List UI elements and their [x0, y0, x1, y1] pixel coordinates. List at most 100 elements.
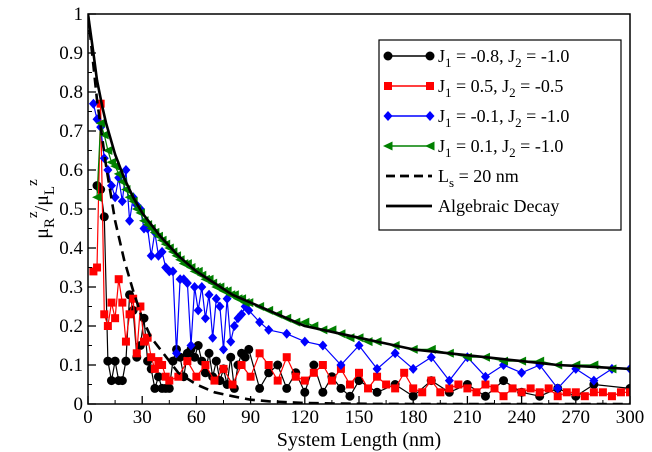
data-point [210, 376, 219, 385]
data-point [107, 298, 116, 307]
data-point [409, 384, 418, 393]
data-point [88, 98, 98, 109]
y-axis-title-sup2: z [25, 179, 41, 186]
x-tick-label: 60 [187, 407, 206, 428]
data-point [186, 340, 196, 351]
legend-label: J1 = 0.5, J2 = -0.5 [438, 76, 563, 100]
data-point [327, 376, 336, 385]
tick-layer: 0 30 60 90 120 150 180 210 240 270 300 0 0.1 0.2 0.3 0.… [59, 4, 644, 428]
legend-label-part: J [438, 76, 445, 96]
x-tick-label: 0 [83, 407, 93, 428]
legend-marker [384, 82, 392, 90]
data-point [264, 324, 274, 335]
data-point [197, 282, 207, 292]
data-point [211, 293, 221, 304]
data-point [264, 368, 274, 378]
data-point [158, 361, 167, 369]
data-point [204, 348, 214, 358]
data-point [373, 372, 382, 381]
data-point [318, 361, 327, 369]
data-point [117, 376, 127, 386]
legend-marker [425, 51, 435, 61]
y-tick-label: 0.5 [59, 199, 83, 220]
data-point [183, 357, 192, 366]
legend-marker [383, 51, 393, 61]
data-point [282, 383, 292, 393]
data-point [299, 317, 310, 327]
data-point [300, 336, 310, 347]
data-point [354, 376, 364, 386]
data-point [111, 314, 120, 323]
legend-label-part: = 0.1, J [452, 136, 510, 156]
data-point [110, 192, 120, 203]
data-point [436, 388, 445, 397]
data-point [246, 372, 255, 381]
x-tick-label: 120 [291, 407, 320, 428]
legend-entry-1: J1 = 0.5, J2 = -0.5 [384, 76, 563, 100]
data-point [106, 180, 116, 191]
data-point [168, 266, 178, 277]
legend-entry-3: J1 = 0.1, J2 = -1.0 [383, 136, 563, 160]
data-point [382, 380, 391, 389]
series-1 [89, 99, 630, 401]
y-axis-title-sub1: R [42, 218, 58, 228]
data-point [499, 376, 509, 386]
data-point [110, 161, 120, 171]
legend: J1 = -0.8, J2 = -1.0J1 = 0.5, J2 = -0.5J… [378, 39, 622, 231]
data-point [571, 388, 580, 397]
legend-label-part: J [438, 46, 445, 66]
data-point [255, 349, 264, 358]
data-point [168, 356, 178, 366]
data-point [562, 388, 571, 397]
series-layer [88, 14, 630, 404]
legend-marker [383, 141, 393, 151]
data-point [372, 363, 382, 374]
data-point [309, 368, 318, 377]
legend-label-part: = -1.0 [522, 46, 570, 66]
data-point [336, 383, 346, 393]
data-point [164, 383, 174, 393]
data-point [553, 392, 562, 401]
data-point [118, 298, 127, 307]
data-point [110, 356, 120, 366]
data-point [300, 376, 309, 385]
data-point [129, 294, 138, 303]
data-point [99, 130, 109, 140]
y-tick-label: 0 [74, 394, 84, 415]
data-point [255, 317, 265, 328]
data-point [390, 348, 400, 359]
data-point [102, 146, 113, 155]
legend-label-part: 1 [445, 145, 452, 160]
legend-label-part: 1 [445, 55, 452, 70]
legend-label-part: Algebraic Decay [438, 196, 559, 216]
legend-marker [425, 111, 435, 121]
data-point [282, 353, 291, 362]
data-point [192, 372, 201, 381]
data-point [193, 305, 203, 316]
y-tick-label: 1 [74, 4, 84, 25]
data-point [553, 383, 563, 394]
data-point [200, 368, 210, 378]
data-point [174, 372, 183, 381]
data-point [147, 353, 156, 362]
data-point [114, 275, 123, 284]
data-point [93, 263, 102, 272]
data-point [132, 349, 141, 358]
data-point [607, 392, 616, 401]
data-point [103, 322, 112, 330]
y-tick-label: 0.4 [59, 238, 83, 259]
data-point [391, 384, 400, 393]
data-point [589, 375, 599, 386]
x-tick-label: 270 [562, 407, 591, 428]
data-point [544, 384, 553, 393]
legend-marker [425, 141, 435, 151]
data-point [244, 344, 254, 354]
data-point [255, 383, 265, 393]
data-point [165, 376, 174, 385]
data-point [318, 387, 328, 397]
data-point [103, 165, 113, 175]
data-point [463, 384, 472, 393]
legend-label-part: 1 [445, 115, 452, 130]
data-point [517, 367, 527, 378]
data-point [345, 391, 355, 401]
